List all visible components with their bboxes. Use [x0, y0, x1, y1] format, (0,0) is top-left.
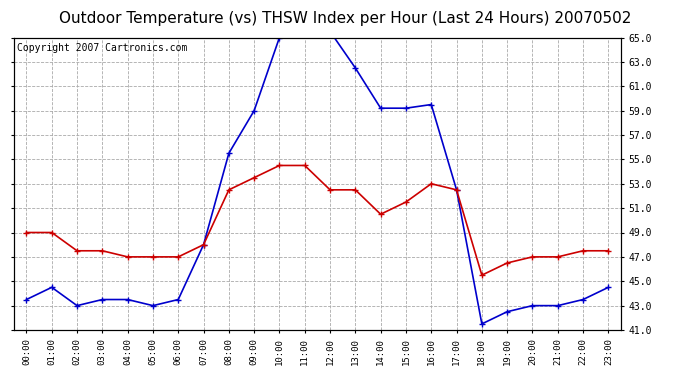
- Text: Outdoor Temperature (vs) THSW Index per Hour (Last 24 Hours) 20070502: Outdoor Temperature (vs) THSW Index per …: [59, 11, 631, 26]
- Text: Copyright 2007 Cartronics.com: Copyright 2007 Cartronics.com: [17, 44, 187, 53]
